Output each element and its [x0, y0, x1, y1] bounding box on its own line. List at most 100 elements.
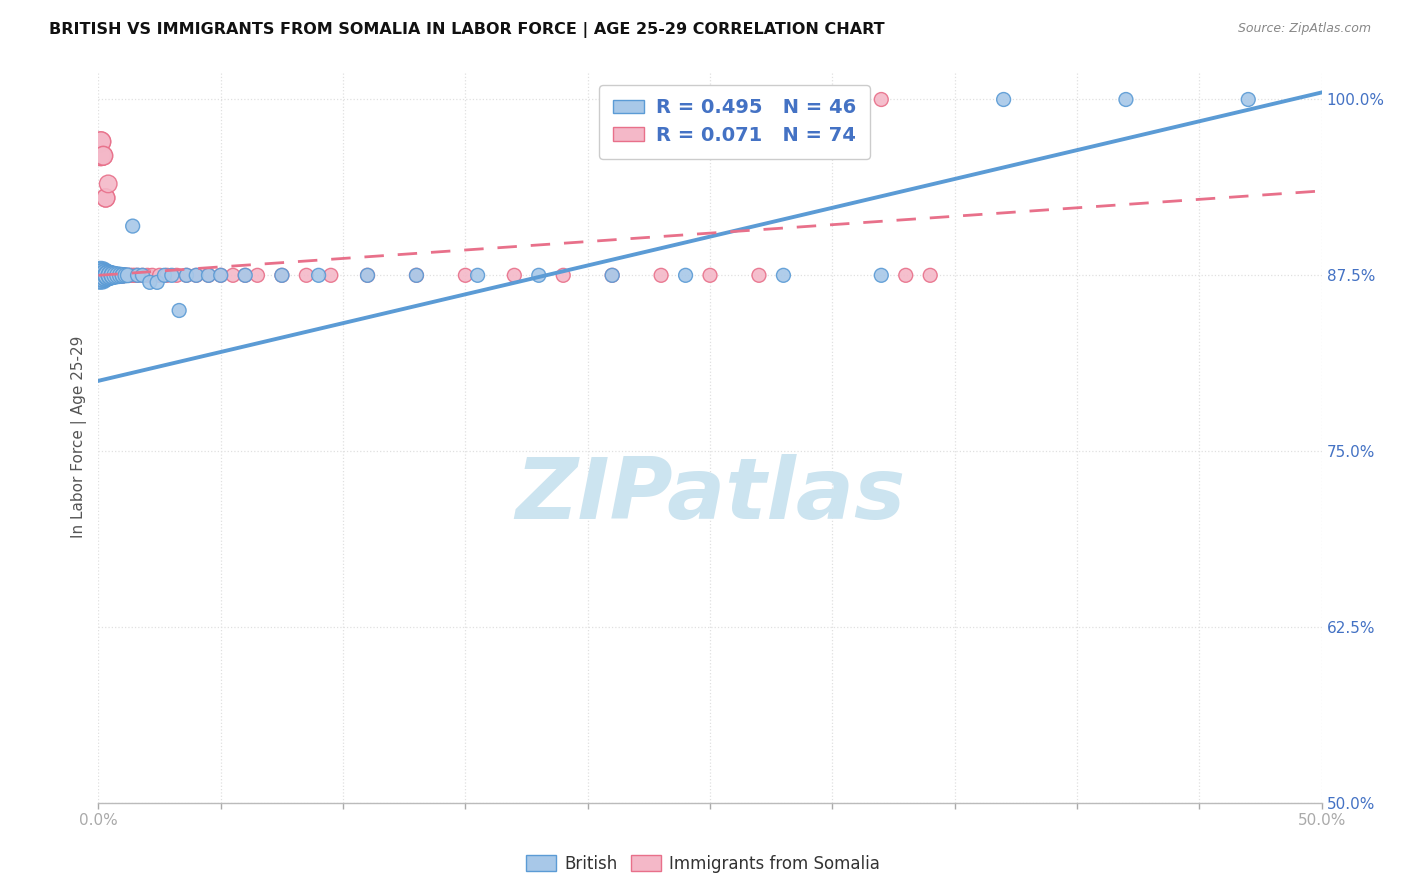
Point	[114, 268, 136, 283]
Point	[100, 268, 122, 283]
Point	[131, 268, 153, 283]
Point	[91, 268, 114, 283]
Point	[186, 268, 208, 283]
Point	[920, 268, 942, 283]
Point	[894, 268, 917, 283]
Point	[197, 268, 219, 283]
Point	[160, 268, 183, 283]
Point	[107, 268, 129, 283]
Point	[91, 268, 114, 283]
Point	[90, 135, 112, 149]
Point	[650, 268, 672, 283]
Point	[97, 268, 120, 283]
Point	[748, 268, 770, 283]
Point	[97, 268, 120, 283]
Point	[454, 268, 477, 283]
Point	[233, 268, 256, 283]
Point	[111, 268, 134, 283]
Point	[146, 276, 169, 290]
Point	[90, 268, 112, 283]
Point	[117, 268, 139, 283]
Point	[166, 268, 188, 283]
Point	[356, 268, 378, 283]
Point	[101, 268, 124, 283]
Point	[90, 268, 112, 283]
Point	[90, 149, 112, 163]
Point	[124, 268, 146, 283]
Point	[600, 268, 623, 283]
Point	[100, 268, 122, 283]
Point	[111, 268, 134, 283]
Point	[110, 268, 132, 283]
Point	[141, 268, 163, 283]
Point	[94, 191, 117, 205]
Point	[186, 268, 208, 283]
Point	[870, 93, 893, 107]
Point	[90, 268, 112, 283]
Point	[270, 268, 294, 283]
Point	[131, 268, 153, 283]
Point	[233, 268, 256, 283]
Point	[104, 268, 127, 283]
Point	[527, 268, 550, 283]
Point	[97, 268, 120, 283]
Point	[101, 268, 124, 283]
Point	[1115, 93, 1137, 107]
Point	[94, 191, 117, 205]
Point	[503, 268, 526, 283]
Point	[1237, 93, 1260, 107]
Legend: R = 0.495   N = 46, R = 0.071   N = 74: R = 0.495 N = 46, R = 0.071 N = 74	[599, 85, 870, 159]
Point	[295, 268, 318, 283]
Point	[104, 268, 127, 283]
Point	[139, 276, 162, 290]
Point	[107, 268, 129, 283]
Point	[100, 268, 122, 283]
Point	[94, 268, 117, 283]
Point	[100, 268, 122, 283]
Point	[97, 268, 120, 283]
Point	[222, 268, 245, 283]
Point	[111, 268, 134, 283]
Point	[90, 135, 112, 149]
Point	[101, 268, 124, 283]
Point	[405, 268, 427, 283]
Point	[356, 268, 378, 283]
Point	[94, 268, 117, 283]
Point	[156, 268, 179, 283]
Point	[209, 268, 232, 283]
Point	[110, 268, 132, 283]
Point	[167, 303, 190, 318]
Point	[600, 268, 623, 283]
Point	[117, 268, 139, 283]
Point	[97, 268, 120, 283]
Point	[94, 268, 117, 283]
Point	[675, 268, 697, 283]
Point	[97, 177, 120, 191]
Point	[121, 219, 143, 233]
Point	[100, 268, 122, 283]
Point	[136, 268, 159, 283]
Point	[153, 268, 176, 283]
Point	[270, 268, 294, 283]
Point	[114, 268, 136, 283]
Point	[107, 268, 129, 283]
Point	[209, 268, 232, 283]
Y-axis label: In Labor Force | Age 25-29: In Labor Force | Age 25-29	[72, 336, 87, 538]
Point	[176, 268, 198, 283]
Point	[821, 93, 844, 107]
Point	[111, 268, 134, 283]
Point	[101, 268, 124, 283]
Point	[91, 268, 114, 283]
Point	[246, 268, 269, 283]
Point	[110, 268, 132, 283]
Legend: British, Immigrants from Somalia: British, Immigrants from Somalia	[519, 848, 887, 880]
Point	[91, 149, 114, 163]
Point	[90, 268, 112, 283]
Point	[91, 149, 114, 163]
Point	[699, 268, 721, 283]
Point	[308, 268, 330, 283]
Text: ZIPatlas: ZIPatlas	[515, 454, 905, 537]
Point	[993, 93, 1015, 107]
Point	[97, 268, 120, 283]
Point	[97, 268, 120, 283]
